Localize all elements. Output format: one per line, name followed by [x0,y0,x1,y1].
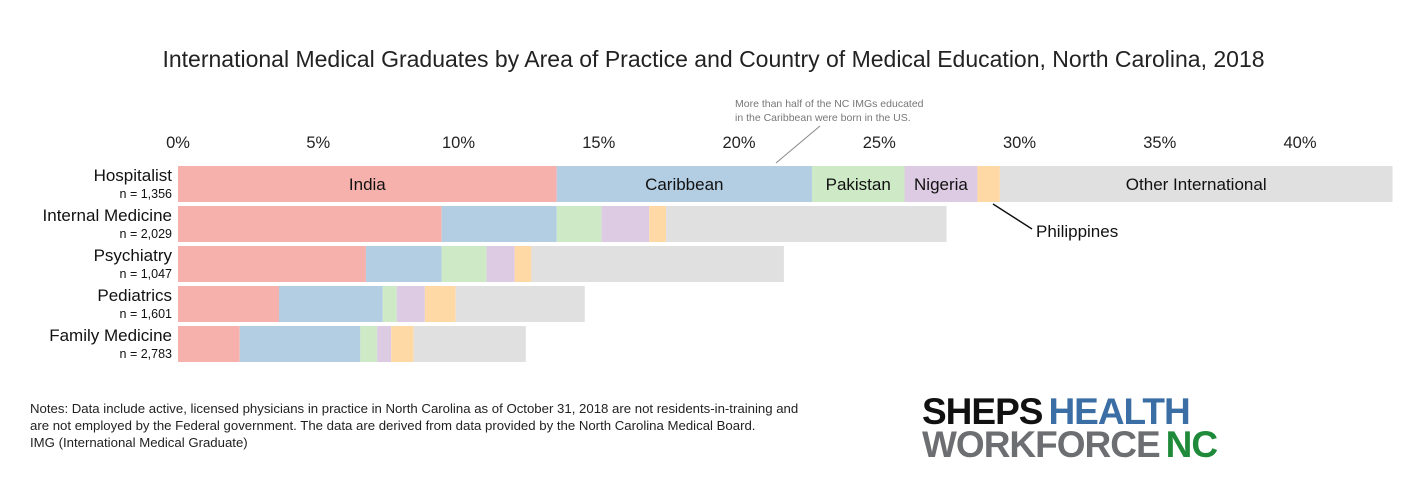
bar-segment [486,246,515,282]
bar-segment [413,326,526,362]
bar-segment [382,286,397,322]
bar-segment [424,286,456,322]
x-tick-label: 35% [1143,134,1176,152]
bar-segment [178,286,279,322]
bar-segment [514,246,532,282]
bar-segment [178,166,557,202]
philippines-leader [992,203,1033,230]
bar-segment [278,286,383,322]
notes-line-2: are not employed by the Federal governme… [30,418,756,433]
bar-segment [904,166,978,202]
category-label: Hospitalist [94,166,173,185]
x-tick-label: 40% [1283,134,1316,152]
stacked-bar-chart: 0% 5% 10% 15% 20% 25% 30% 35% 40% Hospitalist n =… [43,98,1393,362]
segment-label: Pakistan [826,175,891,194]
bar-segment [360,326,378,362]
sheps-health-workforce-nc-logo: SHEPS HEALTH WORKFORCE NC [922,391,1252,465]
segment-label: Nigeria [914,175,968,194]
logo-word-nc: NC [1165,424,1218,465]
x-tick-label: 10% [442,134,475,152]
category-label: Internal Medicine [43,206,172,225]
bar-segment [556,166,812,202]
bar-segment [239,326,361,362]
segment-label: Other International [1126,175,1267,194]
bar-segment [455,286,585,322]
caribbean-note-line2: in the Caribbean were born in the US. [735,112,911,124]
bar-segment [441,246,487,282]
category-n-label: n = 1,047 [120,267,173,281]
caribbean-note-line1: More than half of the NC IMGs educated [735,98,924,110]
x-tick-label: 30% [1003,134,1036,152]
x-tick-label: 5% [306,134,330,152]
category-label: Psychiatry [94,246,173,265]
bar-segment [649,206,667,242]
bar-segment [391,326,414,362]
x-axis-ticks: 0% 5% 10% 15% 20% 25% 30% 35% 40% [166,134,1317,152]
bar-segment [396,286,425,322]
logo-word-workforce: WORKFORCE [922,424,1161,465]
bar-segment [377,326,392,362]
x-tick-label: 0% [166,134,190,152]
bar-segment [999,166,1393,202]
x-tick-label: 25% [863,134,896,152]
category-label: Family Medicine [49,326,172,345]
bar-segment [666,206,947,242]
bars [178,166,1393,362]
logo-word-sheps: SHEPS [922,391,1043,432]
bar-segment [365,246,442,282]
category-n-label: n = 2,783 [120,347,173,361]
bar-segment [178,246,366,282]
bar-segment [977,166,1000,202]
bar-segment [556,206,602,242]
bar-segment [601,206,650,242]
logo-word-health: HEALTH [1048,391,1190,432]
category-n-label: n = 1,601 [120,307,173,321]
category-label: Pediatrics [97,286,172,305]
philippines-label: Philippines [1036,222,1118,241]
segment-labels: India Caribbean Pakistan Nigeria Other Inter… [349,175,1267,194]
category-labels: Hospitalist n = 1,356 Internal Medicine n =… [43,166,173,361]
notes-line-3: IMG (International Medical Graduate) [30,435,248,450]
segment-label: India [349,175,386,194]
caribbean-note-leader [775,125,821,164]
segment-label: Caribbean [645,175,723,194]
bar-segment [441,206,557,242]
x-tick-label: 15% [582,134,615,152]
notes: Notes: Data include active, licensed phy… [30,400,860,451]
annotations: More than half of the NC IMGs educated i… [735,98,1118,241]
bar-segment [531,246,784,282]
bar-segment [178,206,442,242]
bar-segment [178,326,240,362]
category-n-label: n = 1,356 [120,187,173,201]
chart-title: International Medical Graduates by Area … [162,46,1265,72]
category-n-label: n = 2,029 [120,227,173,241]
x-tick-label: 20% [722,134,755,152]
notes-line-1: Notes: Data include active, licensed phy… [30,401,799,416]
bar-segment [811,166,905,202]
